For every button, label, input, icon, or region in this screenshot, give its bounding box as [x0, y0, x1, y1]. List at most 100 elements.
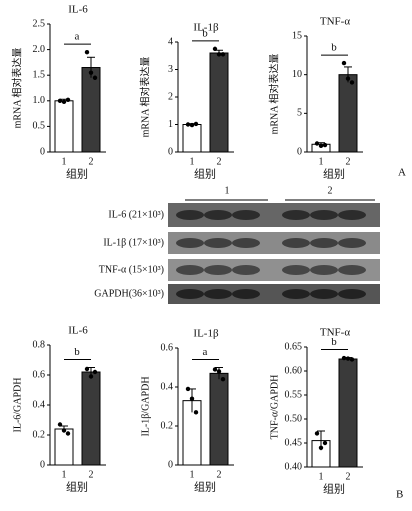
- blot-band: [176, 289, 204, 299]
- y-tick-label: 5: [297, 108, 302, 119]
- y-tick-label: 0: [40, 459, 45, 470]
- y-tick-label: 0.60: [285, 365, 303, 376]
- data-point: [61, 428, 67, 433]
- y-tick-label: 0.4: [161, 381, 174, 392]
- data-point: [322, 142, 328, 148]
- data-point: [61, 99, 67, 105]
- bar: [338, 358, 358, 468]
- data-point: [345, 356, 351, 361]
- significance-label: b: [331, 336, 337, 348]
- data-point: [189, 396, 195, 401]
- y-tick-label: 0.8: [33, 339, 46, 350]
- x-tick-label: 2: [89, 469, 94, 480]
- y-tick-label: 2.0: [33, 44, 46, 55]
- data-point: [65, 97, 71, 102]
- y-tick-label: 0: [297, 146, 302, 157]
- y-tick-label: 0.6: [33, 369, 46, 380]
- significance-label: a: [203, 346, 208, 358]
- data-point: [322, 440, 328, 446]
- data-point: [84, 49, 90, 55]
- blot-band: [282, 210, 310, 220]
- chart-title: TNF-α: [320, 16, 350, 28]
- blot-band: [176, 210, 204, 220]
- blot-band: [282, 238, 310, 248]
- y-axis-label: IL-6/GAPDH: [12, 378, 23, 433]
- blot-band: [338, 289, 366, 299]
- data-point: [193, 121, 199, 127]
- blot-band: [310, 210, 338, 220]
- y-axis-label: mRNA 相对表达量: [138, 57, 151, 138]
- significance-label: b: [331, 42, 337, 54]
- blot-band: [338, 210, 366, 220]
- y-tick-label: 0.5: [33, 121, 46, 132]
- significance-label: b: [74, 346, 80, 358]
- blot-band: [310, 238, 338, 248]
- blot-group-label: 1: [225, 185, 230, 196]
- y-tick-label: 0.4: [33, 399, 46, 410]
- panel-label: A: [398, 167, 406, 179]
- data-point: [314, 141, 320, 146]
- data-point: [216, 52, 222, 57]
- blot-row-label: IL-6 (21×10³): [108, 209, 164, 220]
- blot-band-row: [168, 259, 380, 281]
- blot-band: [338, 238, 366, 248]
- data-point: [65, 431, 71, 436]
- blot-row-label: IL-1β (17×10³): [103, 237, 164, 248]
- y-tick-label: 0.65: [285, 341, 303, 352]
- x-tick-label: 1: [190, 469, 195, 480]
- blot-row-label: TNF-α (15×10³): [99, 264, 164, 275]
- data-point: [193, 410, 199, 415]
- y-tick-label: 0: [168, 146, 173, 157]
- x-tick-label: 2: [89, 156, 94, 167]
- bar: [54, 100, 74, 153]
- y-tick-label: 0.40: [285, 461, 303, 472]
- data-point: [341, 355, 347, 361]
- blot-band: [338, 265, 366, 275]
- bar: [182, 124, 202, 153]
- blot-band: [176, 238, 204, 248]
- y-tick-label: 0: [40, 146, 45, 157]
- blot-band: [282, 289, 310, 299]
- blot-band: [204, 238, 232, 248]
- data-point: [189, 122, 195, 128]
- blot-band: [310, 265, 338, 275]
- blot-band: [204, 289, 232, 299]
- blot: [168, 199, 380, 304]
- x-tick-label: 1: [62, 469, 67, 480]
- y-tick-label: 0.2: [161, 420, 174, 431]
- data-point: [345, 76, 351, 81]
- data-point: [318, 445, 324, 450]
- data-point: [220, 52, 226, 57]
- y-axis-label: mRNA 相对表达量: [10, 48, 23, 129]
- blot-band: [310, 289, 338, 299]
- chart-title: TNF-α: [320, 327, 350, 339]
- y-axis-label: mRNA 相对表达量: [267, 54, 280, 135]
- blot-band-row: [168, 232, 380, 254]
- data-point: [212, 367, 218, 372]
- data-point: [212, 46, 218, 52]
- bar: [81, 67, 101, 153]
- x-axis-label: 组别: [66, 480, 88, 494]
- blot-band: [282, 265, 310, 275]
- x-tick-label: 1: [319, 471, 324, 482]
- blot-band-row: [168, 284, 380, 304]
- chart-title: IL-6: [68, 4, 88, 16]
- y-axis-label: IL-1β/GAPDH: [140, 376, 151, 436]
- x-tick-label: 1: [319, 156, 324, 167]
- bar: [81, 371, 101, 466]
- blot-band: [232, 265, 260, 275]
- y-tick-label: 0.2: [33, 429, 46, 440]
- y-tick-label: 0.55: [285, 389, 303, 400]
- bar: [54, 428, 74, 466]
- panel-label: B: [396, 489, 403, 501]
- x-tick-label: 2: [346, 156, 351, 167]
- data-point: [349, 357, 355, 362]
- blot-band: [232, 289, 260, 299]
- y-tick-label: 0: [168, 459, 173, 470]
- y-tick-label: 0.6: [161, 342, 174, 353]
- chart-title: IL-1β: [193, 22, 219, 34]
- significance-label: b: [202, 27, 208, 39]
- y-tick-label: 0.45: [285, 437, 303, 448]
- data-point: [185, 122, 191, 127]
